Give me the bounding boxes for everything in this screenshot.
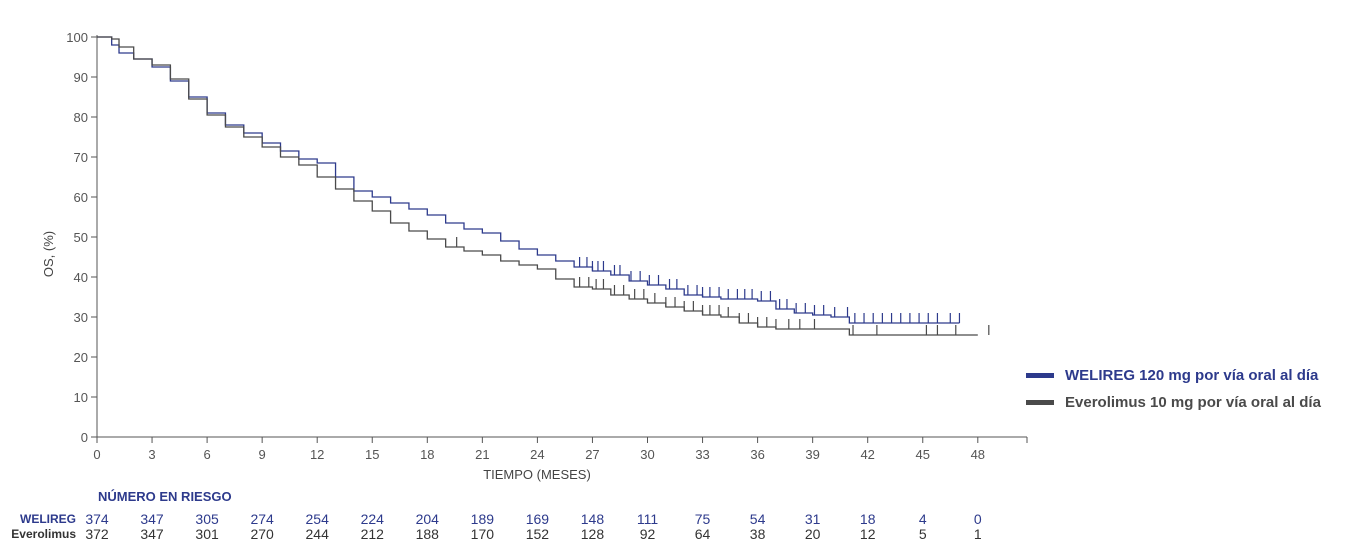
risk-row-name: Everolimus [11, 527, 76, 541]
x-tick-label: 21 [475, 447, 489, 462]
risk-value: 244 [306, 526, 330, 542]
risk-row-name: WELIREG [20, 512, 76, 526]
risk-value: 152 [526, 526, 550, 542]
y-axis-title: OS, (%) [41, 231, 56, 277]
risk-value: 301 [195, 526, 219, 542]
x-tick-label: 12 [310, 447, 324, 462]
x-tick-label: 27 [585, 447, 599, 462]
y-tick-label: 100 [66, 30, 88, 45]
risk-value: 4 [919, 511, 927, 527]
y-tick-label: 70 [74, 150, 88, 165]
risk-value: 12 [860, 526, 876, 542]
survival-curves [97, 36, 990, 336]
x-tick-label: 9 [259, 447, 266, 462]
risk-value: 254 [306, 511, 330, 527]
x-axis-title: TIEMPO (MESES) [483, 467, 591, 482]
x-tick-label: 36 [750, 447, 764, 462]
risk-value: 374 [85, 511, 109, 527]
x-tick-label: 0 [93, 447, 100, 462]
risk-value: 274 [250, 511, 274, 527]
legend-swatch [1026, 373, 1054, 378]
risk-value: 75 [695, 511, 711, 527]
legend-swatch [1026, 400, 1054, 405]
x-tick-label: 30 [640, 447, 654, 462]
series-line-0 [97, 36, 960, 324]
x-tick-label: 18 [420, 447, 434, 462]
risk-value: 31 [805, 511, 821, 527]
y-tick-label: 60 [74, 190, 88, 205]
x-tick-label: 6 [203, 447, 210, 462]
y-tick-label: 90 [74, 70, 88, 85]
x-tick-label: 42 [860, 447, 874, 462]
risk-value: 64 [695, 526, 711, 542]
risk-value: 1 [974, 526, 982, 542]
y-tick-label: 0 [81, 430, 88, 445]
y-tick-label: 50 [74, 230, 88, 245]
y-tick-label: 10 [74, 390, 88, 405]
risk-value: 189 [471, 511, 495, 527]
risk-value: 20 [805, 526, 821, 542]
risk-value: 92 [640, 526, 656, 542]
x-tick-label: 45 [916, 447, 930, 462]
y-tick-label: 80 [74, 110, 88, 125]
legend-label: WELIREG 120 mg por vía oral al día [1065, 367, 1319, 384]
risk-value: 305 [195, 511, 219, 527]
risk-table: WELIREG 374 347 305 274 254 224 204 189 169 148 111… [11, 511, 982, 542]
x-tick-label: 33 [695, 447, 709, 462]
x-tick-label: 39 [805, 447, 819, 462]
legend: WELIREG 120 mg por vía oral al día Everol… [1026, 367, 1322, 411]
x-tick-label: 15 [365, 447, 379, 462]
risk-value: 148 [581, 511, 605, 527]
risk-value: 347 [140, 511, 164, 527]
risk-value: 347 [140, 526, 164, 542]
risk-value: 169 [526, 511, 550, 527]
risk-value: 54 [750, 511, 766, 527]
risk-value: 212 [361, 526, 385, 542]
risk-value: 111 [637, 511, 658, 527]
y-tick-label: 40 [74, 270, 88, 285]
risk-value: 5 [919, 526, 927, 542]
y-tick-label: 20 [74, 350, 88, 365]
risk-value: 0 [974, 511, 982, 527]
x-tick-label: 48 [971, 447, 985, 462]
risk-value: 188 [416, 526, 440, 542]
risk-value: 204 [416, 511, 440, 527]
risk-table-title: NÚMERO EN RIESGO [98, 489, 232, 504]
risk-value: 18 [860, 511, 876, 527]
y-tick-label: 30 [74, 310, 88, 325]
risk-value: 38 [750, 526, 766, 542]
risk-value: 372 [85, 526, 109, 542]
legend-label: Everolimus 10 mg por vía oral al día [1065, 394, 1322, 411]
risk-value: 128 [581, 526, 605, 542]
risk-value: 224 [361, 511, 385, 527]
series-line-1 [97, 36, 978, 336]
x-tick-label: 3 [148, 447, 155, 462]
x-tick-label: 24 [530, 447, 544, 462]
risk-value: 270 [250, 526, 274, 542]
risk-value: 170 [471, 526, 495, 542]
